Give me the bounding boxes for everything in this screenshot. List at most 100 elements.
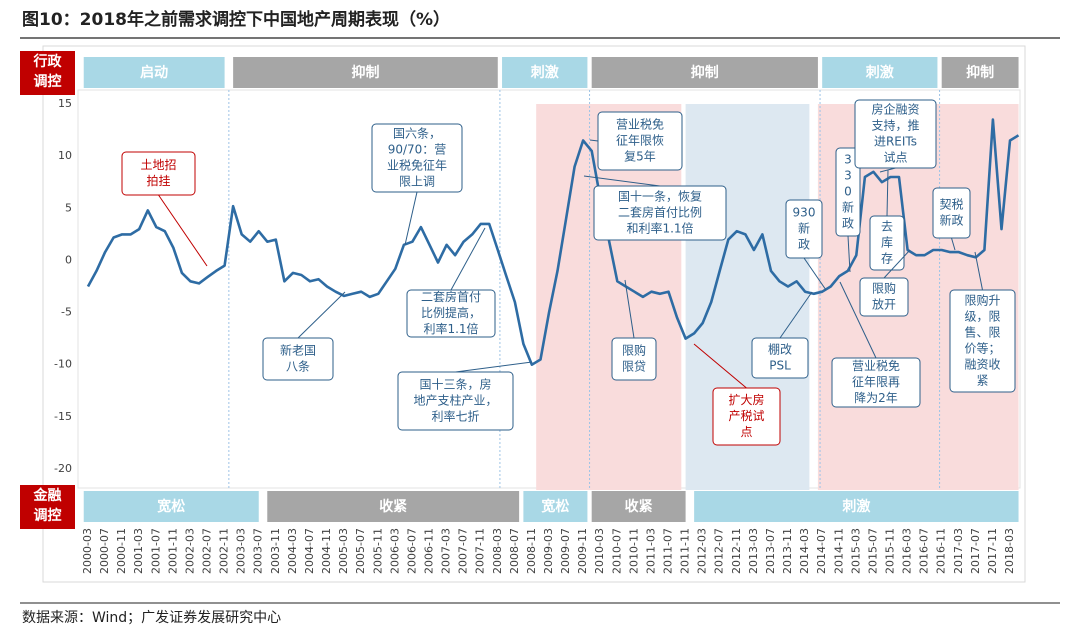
row-label-box	[20, 485, 75, 529]
policy-segment	[523, 491, 588, 522]
callout-pointer	[779, 291, 813, 339]
x-tick-label: 2003-11	[269, 528, 282, 574]
x-tick-label: 2001-07	[149, 528, 162, 574]
callout-text: 售、限	[964, 325, 1000, 340]
callout-text: 业税免征年	[387, 158, 447, 173]
callout-text: 棚改	[768, 342, 792, 357]
callout-text: 3	[844, 153, 852, 167]
x-tick-label: 2006-03	[388, 528, 401, 574]
x-tick-label: 2012-03	[696, 528, 709, 574]
x-tick-label: 2012-07	[713, 528, 726, 574]
callout-text: 930	[793, 206, 816, 220]
policy-segment-label: 刺激	[842, 498, 870, 515]
x-tick-label: 2004-07	[303, 528, 316, 574]
policy-segment	[591, 57, 818, 88]
x-tick-label: 2000-07	[98, 528, 111, 574]
callout-pointer	[886, 169, 889, 217]
policy-segment	[233, 57, 498, 88]
policy-segment-label: 宽松	[541, 498, 569, 515]
callout-box	[406, 289, 496, 338]
x-tick-label: 2000-11	[115, 528, 128, 574]
x-tick-label: 2004-11	[320, 528, 333, 574]
y-tick-label: 10	[58, 149, 72, 162]
x-tick-label: 2008-03	[491, 528, 504, 574]
callout-text: 新政	[939, 213, 963, 228]
callout-pointer	[297, 291, 346, 339]
callout-text: 营业税免	[852, 358, 900, 373]
x-tick-label: 2008-11	[525, 528, 538, 574]
policy-segment-label: 启动	[140, 64, 168, 81]
callout-text: 二套房首付	[421, 289, 481, 304]
x-tick-label: 2009-03	[542, 528, 555, 574]
callout-text: 进REITs	[874, 135, 917, 149]
callout-pointer	[951, 237, 956, 251]
policy-segment	[502, 57, 588, 88]
x-tick-label: 2017-03	[952, 528, 965, 574]
x-tick-label: 2007-11	[474, 528, 487, 574]
policy-segment	[267, 491, 520, 522]
callout-text: 八条	[286, 360, 310, 374]
row-label: 行政	[33, 53, 63, 70]
x-tick-label: 2018-03	[1003, 528, 1016, 574]
policy-segment	[694, 491, 1019, 522]
callout-text: 国六条，	[393, 127, 441, 141]
callout-text: 契税	[939, 198, 963, 212]
x-tick-label: 2003-03	[235, 528, 248, 574]
x-tick-label: 2016-11	[935, 528, 948, 574]
y-tick-label: 5	[65, 201, 72, 214]
callout-text: 政	[798, 238, 810, 252]
callout-pointer	[589, 139, 599, 142]
x-tick-label: 2009-11	[576, 528, 589, 574]
callout-text: 营业税免	[616, 117, 664, 132]
callout-text: 新	[842, 200, 854, 215]
x-tick-label: 2002-03	[183, 528, 196, 574]
callout-text: 限购	[872, 281, 896, 296]
callout-text: 放开	[872, 297, 896, 312]
x-tick-label: 2016-03	[901, 528, 914, 574]
callout-text: 复5年	[624, 150, 656, 164]
policy-segment	[822, 57, 938, 88]
policy-segment	[83, 57, 225, 88]
callout-text: 去	[881, 220, 893, 234]
plot: 15 10 5 0 -5 -10 -15 -20 2000-03 2000-07 2000-11 20…	[20, 51, 1021, 574]
chart-frame	[42, 45, 1026, 583]
callout-text: 紧	[976, 374, 988, 388]
callout-text: 二套房首付比例	[618, 205, 702, 220]
x-tick-label: 2001-11	[166, 528, 179, 574]
x-tick-label: 2000-03	[81, 528, 94, 574]
callout-box	[712, 387, 781, 446]
policy-segment-label: 刺激	[531, 64, 559, 81]
x-tick-label: 2005-07	[354, 528, 367, 574]
callout-box	[831, 357, 921, 408]
x-tick-label: 2017-07	[969, 528, 982, 574]
callout-box	[869, 215, 905, 271]
callout-box	[611, 337, 657, 381]
x-tick-label: 2014-11	[832, 528, 845, 574]
callout-text: 库	[881, 235, 893, 250]
x-tick-label: 2007-03	[440, 528, 453, 574]
x-tick-label: 2015-07	[866, 528, 879, 574]
x-tick-label: 2006-07	[405, 528, 418, 574]
callout-pointer	[693, 343, 747, 389]
callout-box	[371, 123, 463, 193]
x-tick-label: 2014-03	[798, 528, 811, 574]
callout-pointer	[455, 361, 533, 373]
callout-text: 限购	[622, 343, 646, 358]
row-label-box	[20, 51, 75, 95]
callout-text: 限上调	[399, 175, 435, 189]
x-tick-label: 2013-11	[781, 528, 794, 574]
x-tick-label: 2002-11	[218, 528, 231, 574]
callout-text: 级，限	[964, 310, 1000, 324]
y-tick-label: -5	[61, 306, 72, 319]
x-tick-label: 2001-03	[132, 528, 145, 574]
callout-text: 支持，推	[871, 118, 919, 133]
callout-box	[751, 337, 809, 379]
x-tick-label: 2015-11	[883, 528, 896, 574]
row-label: 调控	[34, 507, 62, 524]
x-tick-label: 2002-07	[201, 528, 214, 574]
callout-box	[835, 147, 861, 237]
callout-text: 限贷	[622, 360, 646, 374]
callout-pointer	[847, 235, 851, 273]
x-tick-label: 2013-07	[764, 528, 777, 574]
